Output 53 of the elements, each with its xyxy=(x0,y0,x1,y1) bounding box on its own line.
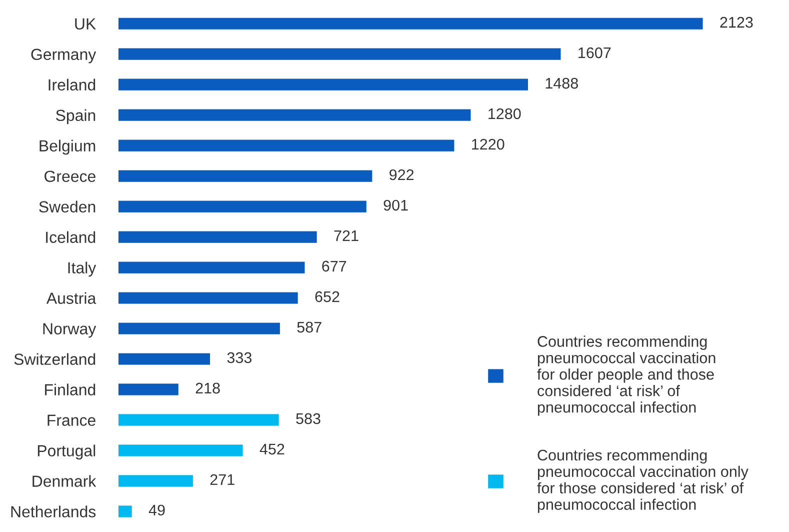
bar xyxy=(118,292,298,304)
y-tick-label: Ireland xyxy=(48,78,96,91)
bar xyxy=(118,140,454,152)
data-label: 587 xyxy=(297,322,322,333)
y-tick-label: Iceland xyxy=(46,231,96,243)
bar xyxy=(118,48,561,60)
bar xyxy=(118,170,372,182)
bar xyxy=(118,200,366,212)
data-label: 271 xyxy=(210,474,234,485)
bar xyxy=(118,506,132,518)
bar xyxy=(118,322,280,334)
y-tick-label: Belgium xyxy=(40,140,96,155)
data-label: 49 xyxy=(148,504,165,516)
y-tick-label: Greece xyxy=(44,170,96,182)
data-label: 677 xyxy=(322,260,346,272)
bar xyxy=(118,414,279,426)
data-label: 218 xyxy=(196,382,220,394)
y-tick-label: France xyxy=(48,414,96,426)
data-label: 922 xyxy=(390,169,414,180)
data-label: 2123 xyxy=(720,16,753,28)
data-label: 583 xyxy=(296,413,320,424)
y-tick-label: Spain xyxy=(56,109,96,124)
y-tick-label: Denmark xyxy=(32,475,96,487)
data-label: 901 xyxy=(384,200,408,211)
y-tick-label: Switzerland xyxy=(14,353,96,365)
data-label: 1280 xyxy=(488,108,521,120)
data-label: 652 xyxy=(315,291,340,302)
data-label: 721 xyxy=(334,230,358,241)
y-tick-label: Norway xyxy=(43,323,96,338)
legend-label: Countries recommending pneumococcal vaccination only for those considered ‘at risk’ of pneumococcal infection xyxy=(537,449,748,513)
data-label: 452 xyxy=(260,444,284,455)
bar xyxy=(118,231,317,243)
bar xyxy=(118,353,210,365)
y-tick-label: Austria xyxy=(46,292,96,304)
y-tick-label: Portugal xyxy=(38,444,96,460)
data-label: 333 xyxy=(227,352,252,364)
bar xyxy=(118,475,193,487)
y-tick-label: Finland xyxy=(45,384,96,396)
y-tick-label: Netherlands xyxy=(11,506,96,518)
bar xyxy=(118,78,528,90)
bar xyxy=(118,444,243,456)
legend-label: Countries recommending pneumococcal vaccination for older people and those considered ‘at risk’ of pneumococcal infection xyxy=(537,336,716,416)
bar xyxy=(118,109,471,121)
data-label: 1488 xyxy=(546,78,578,89)
data-label: 1607 xyxy=(578,47,611,58)
y-tick-label: UK xyxy=(75,18,96,30)
bar xyxy=(118,18,703,30)
bar xyxy=(118,384,178,396)
bar xyxy=(118,262,305,274)
data-label: 1220 xyxy=(472,138,504,150)
y-tick-label: Germany xyxy=(31,48,96,64)
y-tick-label: Italy xyxy=(68,262,96,277)
y-tick-label: Sweden xyxy=(39,200,96,212)
